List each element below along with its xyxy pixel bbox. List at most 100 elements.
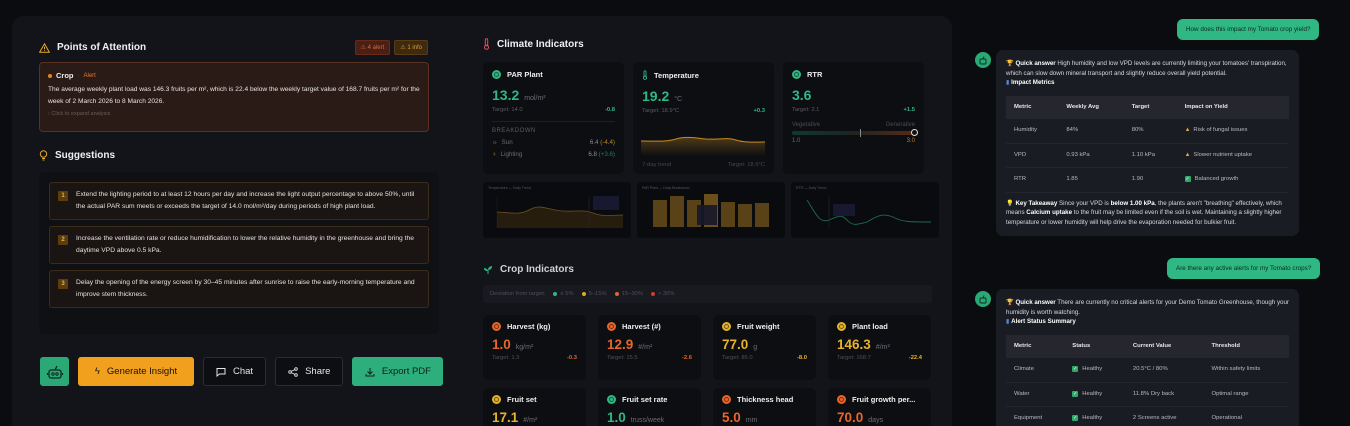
par-delta: -0.8 [605, 107, 615, 113]
breakdown-label: BREAKDOWN [492, 128, 536, 134]
climate-mini-charts: Temperature — Daily Trend PAR Plant — Da… [483, 182, 939, 238]
cell-metric: Water [1006, 382, 1065, 407]
cell-impact: ▲ Slower nutrient uptake [1176, 143, 1289, 168]
crop-indicator-card[interactable]: Fruit set 17.1 #/m² [483, 388, 586, 426]
column-header: Metric [1006, 95, 1059, 119]
legend-dot [553, 292, 558, 296]
user-message: How does this impact my Tomato crop yiel… [1177, 19, 1320, 40]
rtr-target-marker [859, 129, 861, 137]
column-header: Impact on Yield [1176, 95, 1289, 119]
rtr-daily-chart[interactable]: RTR — Daily Trend [791, 182, 939, 238]
check-icon: ✓ [1072, 415, 1079, 421]
suggestion-item[interactable]: 3 Delay the opening of the energy screen… [49, 270, 429, 308]
chat-button[interactable]: Chat [203, 357, 267, 386]
par-plant-card[interactable]: PAR Plant 13.2 mol/m² Target: 14.0 -0.8 … [483, 62, 624, 174]
temperature-card[interactable]: Temperature 19.2 °C Target: 18.9°C +0.3 … [633, 62, 774, 174]
par-value: 13.2 [492, 87, 520, 103]
par-daily-chart[interactable]: PAR Plant — Daily Breakdown [637, 182, 785, 238]
vegetative-label: Vegetative [792, 122, 821, 128]
crop-indicator-card[interactable]: Plant load 146.3 #/m² Target: 168.7 -22.4 [828, 315, 931, 380]
table-row: Climate ✓ Healthy 20.5°C / 80% Within safety… [1006, 358, 1289, 383]
attention-header: Points of Attention [39, 42, 146, 53]
rtr-card[interactable]: RTR 3.6 Target: 2.1 +1.5 Vegetative Gene… [783, 62, 924, 174]
status-ring-icon [837, 322, 846, 331]
table-title: Alert Status Summary [1011, 318, 1076, 325]
crop-card-value-row: 146.3 #/m² [837, 337, 922, 352]
crop-card-header: Thickness head [722, 395, 807, 404]
crop-card-value-row: 1.0 kg/m² [492, 337, 577, 352]
climate-header: Climate Indicators [483, 38, 584, 50]
suggestions-title: Suggestions [55, 150, 116, 161]
crop-card-header: Plant load [837, 322, 922, 331]
crop-card-title: Harvest (kg) [507, 322, 551, 331]
table-title-row: ▮ Impact Metrics [1006, 78, 1289, 88]
alert-text: The average weekly plant load was 146.3 … [48, 86, 420, 105]
assistant-bot-button[interactable] [40, 357, 69, 386]
temperature-card-header: Temperature [642, 70, 765, 80]
share-label: Share [305, 366, 331, 377]
rtr-value-row: 3.6 [792, 87, 915, 103]
crop-card-header: Harvest (#) [607, 322, 692, 331]
legend-item: 5–15% [581, 291, 607, 297]
export-pdf-button[interactable]: Export PDF [352, 357, 444, 386]
user-message-text: How does this impact my Tomato crop yiel… [1186, 26, 1311, 33]
deviation-label: Deviation from target: [490, 291, 546, 297]
crop-card-unit: mm [745, 417, 758, 424]
cell-weekly-avg: 1.85 [1058, 167, 1124, 193]
breakdown-sun-row: ☼ Sun 6.4 (-4.4) [492, 139, 615, 146]
trend-target: Target: 18.9°C [727, 162, 765, 168]
legend-dot [581, 292, 586, 296]
par-breakdown: BREAKDOWN ☼ Sun 6.4 (-4.4) ♀ Lighting 6.8 … [492, 121, 615, 158]
crop-card-delta: -22.4 [908, 355, 922, 361]
cell-metric: RTR [1006, 167, 1059, 193]
sun-label: Sun [501, 139, 513, 146]
crop-indicator-card[interactable]: Fruit weight 77.0 g Target: 85.0 -8.0 [713, 315, 816, 380]
legend-label: 15–30% [621, 291, 643, 297]
temperature-daily-chart[interactable]: Temperature — Daily Trend [483, 182, 631, 238]
cell-status: ✓ Healthy [1064, 406, 1125, 426]
suggestion-text: Extend the lighting period to at least 1… [76, 191, 415, 210]
crop-card-header: Fruit set rate [607, 395, 692, 404]
rtr-scale-labels: Vegetative Generative [792, 122, 915, 128]
crop-indicator-card[interactable]: Thickness head 5.0 mm [713, 388, 816, 426]
warning-icon [39, 42, 50, 53]
bar [670, 196, 684, 227]
info-count-badge[interactable]: ⚠ 1 info [394, 40, 428, 55]
assistant-message: 🏆 Quick answer High humidity and low VPD… [996, 50, 1299, 236]
crop-card-value-row: 5.0 mm [722, 410, 807, 425]
share-icon [288, 366, 298, 377]
cell-impact: ▲ Risk of fungal issues [1176, 119, 1289, 144]
attention-alert-card[interactable]: Crop · Alert The average weekly plant lo… [39, 62, 429, 132]
legend-item: 15–30% [614, 291, 643, 297]
crop-indicator-card[interactable]: Harvest (kg) 1.0 kg/m² Target: 1.3 -0.3 [483, 315, 586, 380]
takeaway-bold: Calcium uptake [1026, 209, 1073, 216]
alert-count-label: 4 alert [367, 45, 385, 51]
bar-chart-icon: ▮ [1006, 79, 1010, 86]
share-button[interactable]: Share [275, 357, 344, 386]
cell-metric: VPD [1006, 143, 1059, 168]
temperature-daily-line [496, 196, 624, 228]
crop-indicator-card[interactable]: Fruit growth per... 70.0 days [828, 388, 931, 426]
table-row: VPD 0.93 kPa 1.10 kPa ▲ Slower nutrient upta… [1006, 143, 1289, 168]
rtr-range: 1.0 3.0 [792, 138, 915, 144]
chat-panel: How does this impact my Tomato crop yiel… [960, 0, 1350, 426]
suggestion-item[interactable]: 2 Increase the ventilation rate or reduc… [49, 226, 429, 264]
lightbulb-icon [39, 150, 48, 161]
suggestion-number: 2 [58, 235, 68, 245]
chat-bubble-icon [216, 367, 226, 377]
alert-count-badge[interactable]: ⚠ 4 alert [354, 40, 391, 55]
crop-indicator-card[interactable]: Harvest (#) 12.9 #/m² Target: 15.5 -2.6 [598, 315, 701, 380]
rtr-daily-line [806, 196, 932, 228]
column-header: Current Value [1124, 334, 1204, 358]
crop-card-value-row: 70.0 days [837, 410, 922, 425]
lighting-value: 6.8 [588, 151, 597, 158]
rtr-title: RTR [807, 70, 823, 79]
generate-insight-button[interactable]: ϟ Generate Insight [78, 357, 194, 386]
crop-card-title: Plant load [852, 322, 888, 331]
status-ring-icon [837, 395, 846, 404]
table-title-row: ▮ Alert Status Summary [1006, 317, 1289, 327]
rtr-current-knob [911, 129, 918, 136]
suggestion-item[interactable]: 1 Extend the lighting period to at least… [49, 182, 429, 220]
expand-analysis-link[interactable]: › Click to expand analysis [48, 111, 111, 117]
crop-indicator-card[interactable]: Fruit set rate 1.0 truss/week [598, 388, 701, 426]
